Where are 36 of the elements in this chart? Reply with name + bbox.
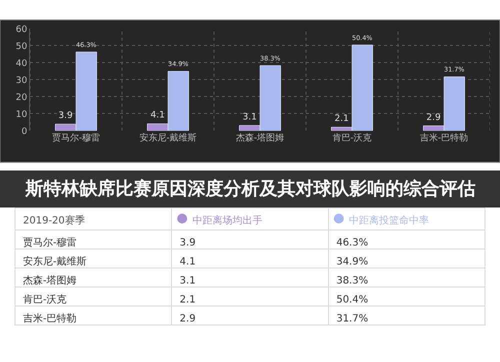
- y-tick-label: 10: [16, 110, 28, 120]
- legend-label: 中距离投篮命中率: [336, 214, 430, 227]
- text: 31.7%: [336, 314, 368, 325]
- y-tick-label: 20: [16, 92, 28, 103]
- category-label: 杰森-塔图姆: [23, 276, 77, 287]
- category-label: 贾马尔-穆雷: [23, 238, 77, 249]
- data-label: 3.1: [242, 112, 257, 122]
- x-tick-label: 杰森-塔图姆: [236, 132, 284, 144]
- text: 34.9%: [336, 256, 368, 268]
- text: 4.1: [180, 256, 196, 268]
- data-label: 4.1: [150, 110, 165, 121]
- y-tick-label: 60: [16, 24, 28, 35]
- x-tick-label: 贾马尔-穆雷: [52, 132, 100, 144]
- y-tick-label: 0: [21, 126, 28, 137]
- text: 2.1: [180, 294, 196, 306]
- text: 3.9: [180, 238, 196, 249]
- category-label: 肯巴-沃克: [23, 294, 67, 306]
- category-label: 安东尼-戴维斯: [23, 256, 87, 268]
- x-tick-label: 安东尼-戴维斯: [139, 132, 197, 144]
- x-tick-label: 吉米-巴特勒: [420, 132, 468, 144]
- data-label: 2.9: [426, 112, 441, 123]
- y-tick-label: 30: [16, 76, 28, 86]
- text: 3.1: [180, 276, 196, 287]
- text: 38.3%: [336, 276, 368, 287]
- category-label: 吉米-巴特勒: [23, 314, 77, 325]
- data-label: 3.9: [58, 111, 73, 122]
- legend-label: 中距离场均出手: [180, 214, 262, 227]
- data-label: 2.1: [334, 114, 349, 124]
- legend-title: 2019-20赛季: [23, 214, 85, 227]
- text: 50.4%: [336, 294, 368, 306]
- text: 斯特林缺席比赛原因深度分析及其对球队影响的综合评估: [24, 178, 476, 200]
- y-tick-label: 50: [16, 42, 28, 52]
- text: 2.9: [180, 314, 196, 325]
- x-tick-label: 肯巴-沃克: [332, 132, 372, 144]
- text: 46.3%: [336, 238, 368, 249]
- y-tick-label: 40: [16, 58, 28, 69]
